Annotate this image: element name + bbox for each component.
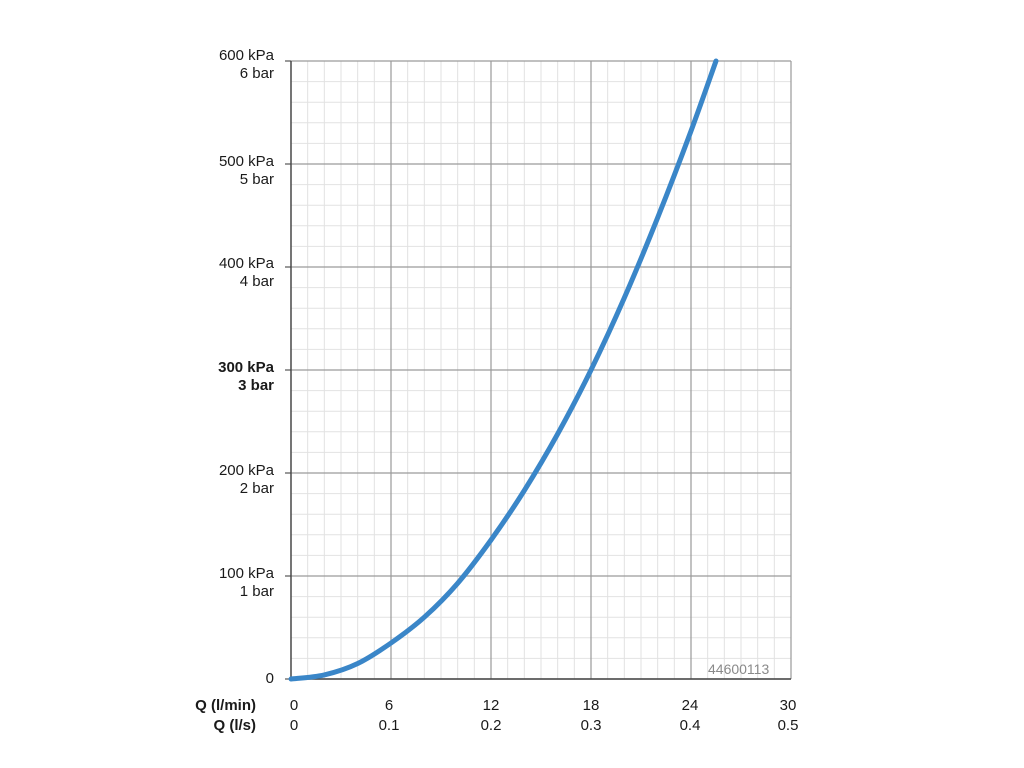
y-tick-label-200: 200 kPa 2 bar [218, 462, 274, 497]
y-tick-label-0: 0 [265, 670, 274, 687]
x-tick-label-lmin-12: 12 [482, 697, 500, 714]
y-tick-label-400: 400 kPa 4 bar [218, 255, 274, 290]
x-tick-label-lmin-6: 6 [384, 697, 394, 714]
x-tick-label-ls-0.5: 0.5 [777, 717, 799, 734]
y-tick-label-600: 600 kPa 6 bar [218, 47, 274, 82]
x-tick-label-lmin-30: 30 [779, 697, 797, 714]
x-tick-label-lmin-0: 0 [289, 697, 299, 714]
x-tick-label-ls-0.1: 0.1 [378, 717, 400, 734]
x-tick-label-lmin-24: 24 [681, 697, 699, 714]
x-tick-label-ls-0.3: 0.3 [580, 717, 602, 734]
series-line-0 [288, 58, 719, 682]
x-tick-label-lmin-18: 18 [582, 697, 600, 714]
x-tick-label-ls-0.4: 0.4 [679, 717, 701, 734]
y-tick-label-500: 500 kPa 5 bar [218, 153, 274, 188]
x-axis-secondary-name: Q (l/s) [213, 717, 256, 734]
x-tick-label-ls-0.2: 0.2 [480, 717, 502, 734]
x-axis-primary-name: Q (l/min) [195, 697, 256, 714]
x-tick-label-ls-0: 0 [289, 717, 299, 734]
y-tick-label-100: 100 kPa 1 bar [218, 565, 274, 600]
y-tick-label-300: 300 kPa 3 bar [218, 359, 274, 394]
figure-code-label: 44600113 [708, 661, 770, 677]
